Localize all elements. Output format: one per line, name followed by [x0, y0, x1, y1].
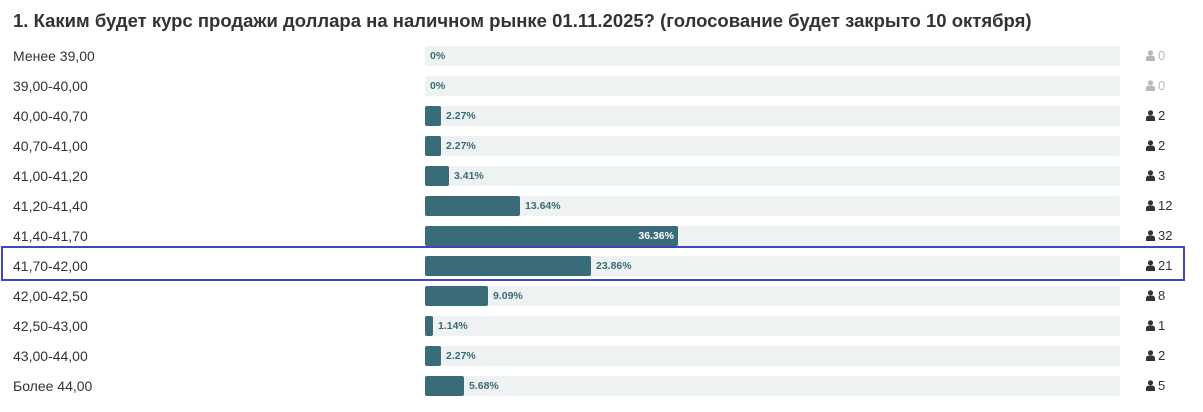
option-label: 41,70-42,00	[13, 258, 88, 274]
poll-option-row: Более 44,00 5.68% 5	[0, 371, 1203, 401]
vote-count: 0	[1146, 48, 1165, 63]
user-icon	[1146, 230, 1155, 241]
user-icon	[1146, 350, 1155, 361]
vote-count-value: 0	[1158, 78, 1166, 93]
vote-count-value: 5	[1158, 378, 1166, 393]
percent-label: 3.41%	[454, 170, 484, 182]
vote-count: 2	[1146, 348, 1165, 363]
vote-count-value: 2	[1158, 138, 1166, 153]
poll-option-row: 42,00-42,50 9.09% 8	[0, 281, 1203, 311]
bar	[425, 346, 441, 366]
percent-label: 9.09%	[493, 290, 523, 302]
percent-label: 1.14%	[438, 320, 468, 332]
user-icon	[1146, 320, 1155, 331]
bar	[425, 256, 591, 276]
vote-count-value: 3	[1158, 168, 1166, 183]
user-icon	[1146, 260, 1155, 271]
vote-count: 2	[1146, 108, 1165, 123]
percent-label: 0%	[430, 50, 446, 62]
percent-label: 13.64%	[525, 200, 561, 212]
vote-count: 2	[1146, 138, 1165, 153]
vote-count-value: 1	[1158, 318, 1166, 333]
user-icon	[1146, 170, 1155, 181]
vote-count: 12	[1146, 198, 1172, 213]
bar	[425, 196, 520, 216]
user-icon	[1146, 50, 1155, 61]
bar-track: 36.36%	[425, 226, 1120, 246]
bar	[425, 376, 464, 396]
poll-option-row: 40,70-41,00 2.27% 2	[0, 131, 1203, 161]
vote-count-value: 8	[1158, 288, 1166, 303]
vote-count: 8	[1146, 288, 1165, 303]
bar-track: 2.27%	[425, 136, 1120, 156]
bar-track: 3.41%	[425, 166, 1120, 186]
vote-count-value: 2	[1158, 108, 1166, 123]
option-label: 40,00-40,70	[13, 108, 88, 124]
bar-track: 1.14%	[425, 316, 1120, 336]
option-label: Более 44,00	[13, 378, 93, 394]
bar-track: 23.86%	[425, 256, 1120, 276]
option-label: 41,20-41,40	[13, 198, 88, 214]
poll-option-row: 41,70-42,00 23.86% 21	[0, 251, 1203, 281]
percent-label: 5.68%	[469, 380, 499, 392]
vote-count: 1	[1146, 318, 1165, 333]
bar-track: 13.64%	[425, 196, 1120, 216]
bar-track: 2.27%	[425, 346, 1120, 366]
vote-count-value: 12	[1158, 198, 1173, 213]
vote-count: 32	[1146, 228, 1172, 243]
poll-option-row: 41,00-41,20 3.41% 3	[0, 161, 1203, 191]
option-label: Менее 39,00	[13, 48, 95, 64]
poll-option-row: 40,00-40,70 2.27% 2	[0, 101, 1203, 131]
percent-label: 2.27%	[446, 140, 476, 152]
option-label: 43,00-44,00	[13, 348, 88, 364]
vote-count-value: 2	[1158, 348, 1166, 363]
vote-count-value: 21	[1158, 258, 1173, 273]
poll-option-row: 42,50-43,00 1.14% 1	[0, 311, 1203, 341]
bar	[425, 106, 441, 126]
user-icon	[1146, 80, 1155, 91]
user-icon	[1146, 290, 1155, 301]
user-icon	[1146, 200, 1155, 211]
user-icon	[1146, 110, 1155, 121]
poll-option-row: 39,00-40,00 0% 0	[0, 71, 1203, 101]
question-title: 1. Каким будет курс продажи доллара на н…	[13, 10, 1032, 31]
percent-label: 0%	[430, 80, 446, 92]
option-label: 39,00-40,00	[13, 78, 88, 94]
vote-count: 21	[1146, 258, 1172, 273]
bar	[425, 136, 441, 156]
poll-option-row: 41,20-41,40 13.64% 12	[0, 191, 1203, 221]
option-label: 41,00-41,20	[13, 168, 88, 184]
option-label: 41,40-41,70	[13, 228, 88, 244]
user-icon	[1146, 380, 1155, 391]
option-label: 42,00-42,50	[13, 288, 88, 304]
vote-count: 3	[1146, 168, 1165, 183]
vote-count: 5	[1146, 378, 1165, 393]
bar-track: 2.27%	[425, 106, 1120, 126]
vote-count-value: 32	[1158, 228, 1173, 243]
percent-label: 36.36%	[638, 230, 674, 242]
bar-track: 5.68%	[425, 376, 1120, 396]
vote-count-value: 0	[1158, 48, 1166, 63]
bar	[425, 166, 449, 186]
bar-track: 0%	[425, 46, 1120, 66]
poll-option-row: Менее 39,00 0% 0	[0, 41, 1203, 71]
user-icon	[1146, 140, 1155, 151]
bar	[425, 286, 488, 306]
option-label: 42,50-43,00	[13, 318, 88, 334]
bar-track: 0%	[425, 76, 1120, 96]
poll-option-row: 43,00-44,00 2.27% 2	[0, 341, 1203, 371]
percent-label: 2.27%	[446, 110, 476, 122]
percent-label: 2.27%	[446, 350, 476, 362]
percent-label: 23.86%	[596, 260, 632, 272]
bar	[425, 226, 678, 246]
poll-results: Менее 39,00 0% 0 39,00-40,00 0% 0 40,00-40,70 2…	[0, 41, 1203, 401]
bar	[425, 316, 433, 336]
bar-track: 9.09%	[425, 286, 1120, 306]
option-label: 40,70-41,00	[13, 138, 88, 154]
poll-option-row: 41,40-41,70 36.36% 32	[0, 221, 1203, 251]
vote-count: 0	[1146, 78, 1165, 93]
